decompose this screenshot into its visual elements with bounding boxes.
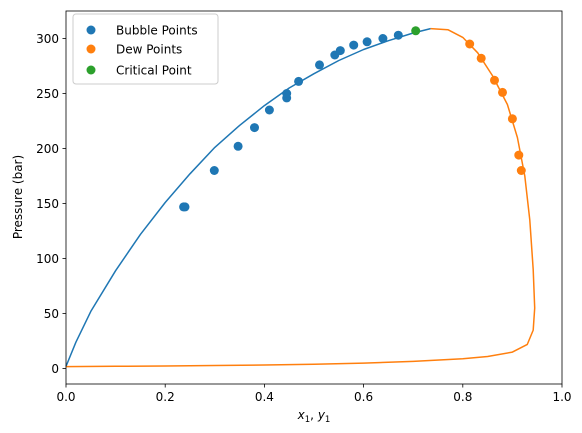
x-axis-label-x: x [297, 408, 306, 422]
legend-label-dew-points: Dew Points [116, 43, 182, 57]
x-tick-label-1: 0.2 [156, 390, 175, 404]
bubble-points-point-5 [264, 105, 274, 115]
legend-label-bubble-points: Bubble Points [116, 24, 198, 38]
dew-points-point-3 [498, 87, 507, 97]
x-tick-label-3: 0.6 [354, 390, 373, 404]
y-tick-label-6: 300 [36, 32, 59, 46]
y-tick-label-4: 200 [36, 142, 59, 156]
bubble-points-point-15 [393, 30, 403, 40]
dew-points-point-4 [507, 114, 517, 124]
dew-points-point-2 [490, 75, 499, 85]
x-tick-label-4: 0.8 [453, 390, 472, 404]
dew-points-point-0 [465, 39, 475, 49]
x-axis-label: x1, y1 [297, 408, 331, 425]
bubble-points-point-11 [335, 46, 345, 56]
y-tick-label-0: 0 [51, 362, 59, 376]
dew-points-point-1 [476, 53, 486, 63]
bubble-points-point-4 [250, 123, 259, 133]
legend-marker-bubble-points [86, 25, 96, 35]
y-tick-label-3: 150 [36, 197, 59, 211]
x-axis-label-sub2: 1 [325, 415, 330, 425]
bubble-points-point-14 [378, 34, 388, 43]
bubble-points-point-2 [209, 166, 219, 175]
x-axis-label-sep: , [310, 408, 318, 422]
bubble-points-point-9 [315, 60, 324, 70]
y-tick-label-5: 250 [36, 87, 59, 101]
y-tick-label-2: 100 [36, 252, 59, 266]
bubble-points-point-7 [282, 89, 292, 98]
plot-frame [65, 10, 563, 385]
dew-points-point-6 [516, 166, 526, 175]
bubble-points-point-3 [233, 141, 243, 151]
curves-layer [65, 27, 536, 368]
legend-frame [72, 13, 219, 85]
legend-label-critical-point: Critical Point [116, 64, 192, 78]
bubble-points-point-1 [180, 202, 190, 212]
envelope-curve-3 [65, 27, 431, 367]
x-axis-label-sub1: 1 [305, 415, 310, 425]
dew-points-point-5 [514, 150, 524, 160]
legend-marker-critical-point [86, 65, 96, 75]
legend-marker-dew-points [86, 44, 96, 54]
envelope-curve-4 [65, 27, 536, 368]
x-tick-label-5: 1.0 [552, 390, 571, 404]
y-ticks: 0 50 100 150 200 250 300 [36, 32, 66, 376]
bubble-points-point-8 [294, 76, 304, 86]
critical-point-point-0 [411, 26, 421, 36]
x-axis-label-y: y [317, 408, 326, 422]
points-layer [179, 26, 526, 212]
bubble-points-point-13 [362, 37, 372, 47]
y-axis-label: Pressure (bar) [11, 155, 25, 239]
x-tick-label-0: 0.0 [56, 390, 75, 404]
bubble-points-point-12 [349, 40, 359, 50]
y-tick-label-1: 50 [44, 307, 59, 321]
x-tick-label-2: 0.4 [255, 390, 274, 404]
legend: Bubble Points Dew Points Critical Point [72, 13, 219, 85]
x-ticks: 0.0 0.2 0.4 0.6 0.8 1.0 [56, 384, 572, 404]
